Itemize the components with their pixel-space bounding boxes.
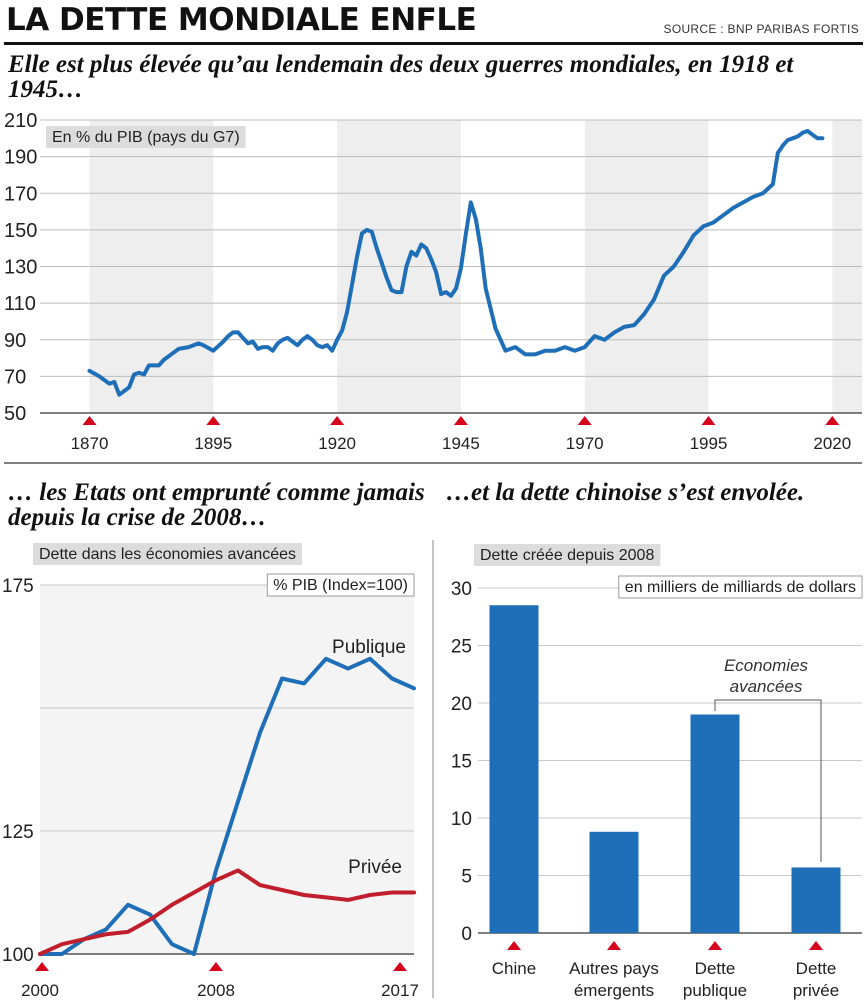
- y-tick-label: 110: [4, 293, 36, 315]
- y-tick-label: 50: [4, 403, 26, 425]
- x-tick-label: 1920: [318, 434, 356, 453]
- x-tick-marker: [577, 416, 592, 425]
- x-tick-label: 2008: [197, 981, 235, 1000]
- x-tick-marker: [35, 962, 49, 971]
- x-tick-marker: [206, 416, 221, 425]
- x-tick-marker: [701, 416, 716, 425]
- chart2-label-box: [33, 543, 303, 565]
- x-tick-label: 1895: [194, 434, 232, 453]
- y-tick-label: 190: [4, 147, 37, 169]
- x-tick-label: 2000: [21, 981, 59, 1000]
- series-label-publique: Publique: [332, 637, 406, 658]
- chart1-label-box: [46, 126, 246, 148]
- y-tick-label: 10: [451, 809, 472, 830]
- headline-top: Elle est plus élevée qu’au lendemain des…: [8, 51, 794, 103]
- x-tick-marker: [708, 941, 722, 950]
- x-tick-marker: [82, 416, 97, 425]
- bar-0: [489, 605, 539, 933]
- bar-1: [589, 831, 639, 933]
- y-tick-label: 125: [2, 822, 34, 843]
- y-tick-label: 30: [451, 579, 472, 600]
- category-label: Autres pays: [569, 959, 659, 978]
- x-tick-label: 1945: [442, 434, 480, 453]
- category-label: émergents: [574, 981, 654, 1000]
- y-tick-label: 170: [4, 183, 37, 205]
- plot-background: [40, 585, 414, 954]
- annotation-bracket: [714, 699, 822, 862]
- y-tick-label: 150: [4, 220, 37, 242]
- x-tick-label: 2017: [381, 981, 419, 1000]
- bar-3: [791, 867, 841, 933]
- x-tick-marker: [330, 416, 345, 425]
- chart3-label-box: [474, 544, 661, 566]
- series-line-privee: [38, 868, 416, 956]
- chart2-label: Dette dans les économies avancées: [39, 546, 296, 563]
- page-title: LA DETTE MONDIALE ENFLE: [6, 2, 477, 38]
- y-tick-label: 210: [4, 110, 37, 132]
- x-tick-marker: [393, 962, 407, 971]
- y-tick-label: 15: [451, 752, 472, 773]
- category-label: Chine: [492, 959, 536, 978]
- category-label: Dette: [695, 959, 736, 978]
- category-label: Dette: [796, 959, 837, 978]
- debt-series-line: [87, 129, 825, 397]
- x-tick-label: 1870: [71, 434, 109, 453]
- y-tick-label: 5: [461, 867, 472, 888]
- y-tick-label: 175: [2, 576, 34, 597]
- chart3-label: Dette créée depuis 2008: [480, 547, 654, 564]
- headline-bottom-left: … les Etats ont emprunté comme jamais de…: [8, 479, 425, 531]
- x-tick-marker: [209, 962, 223, 971]
- x-tick-marker: [825, 416, 840, 425]
- x-tick-label: 1995: [690, 434, 728, 453]
- chart3-unit-label: en milliers de milliards de dollars: [625, 579, 856, 596]
- x-tick-marker: [453, 416, 468, 425]
- source-note: SOURCE : BNP PARIBAS FORTIS: [663, 22, 859, 36]
- chart1-label: En % du PIB (pays du G7): [52, 129, 240, 146]
- category-label: publique: [683, 981, 747, 1000]
- series-line-publique: [38, 656, 416, 956]
- y-tick-label: 25: [451, 637, 472, 658]
- x-tick-marker: [607, 941, 621, 950]
- chart2-unit-label-box: [266, 573, 415, 597]
- annotation-line: avancées: [730, 677, 803, 696]
- x-tick-marker: [507, 941, 521, 950]
- chart2-unit-label: % PIB (Index=100): [273, 577, 408, 594]
- annotation-line: Economies: [724, 656, 809, 675]
- x-tick-label: 1970: [566, 434, 604, 453]
- x-tick-marker: [809, 941, 823, 950]
- category-label: privée: [793, 981, 839, 1000]
- headline-bottom-right: …et la dette chinoise s’est envolée.: [446, 479, 805, 506]
- series-label-privee: Privée: [348, 857, 402, 878]
- y-tick-label: 100: [2, 945, 34, 966]
- chart3-unit-label-box: [618, 575, 863, 599]
- y-tick-label: 70: [4, 366, 26, 388]
- y-tick-label: 20: [451, 694, 472, 715]
- bar-2: [690, 714, 740, 933]
- title-rule: [4, 42, 863, 45]
- x-tick-label: 2020: [813, 434, 851, 453]
- y-tick-label: 90: [4, 330, 26, 352]
- y-tick-label: 130: [4, 257, 37, 279]
- y-tick-label: 0: [461, 924, 472, 945]
